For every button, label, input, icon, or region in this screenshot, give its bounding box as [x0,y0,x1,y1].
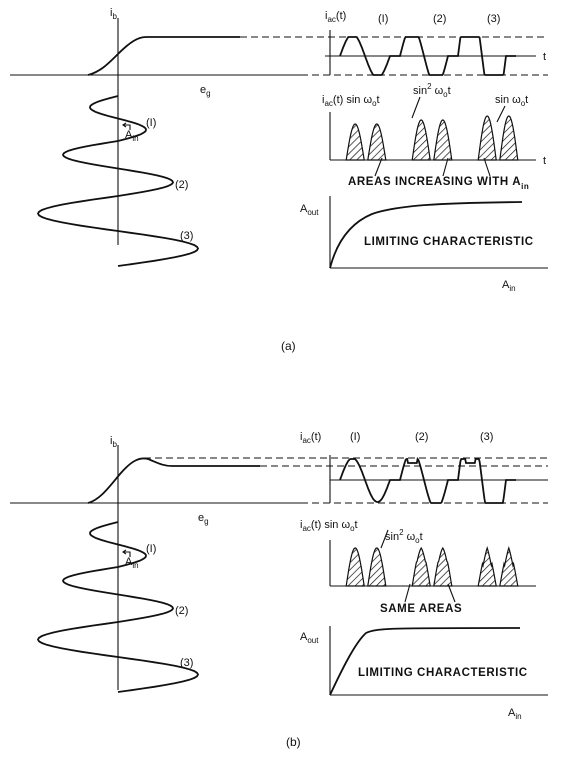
t-label: t [543,51,546,63]
label-1-output: (I) [350,431,360,443]
product-lobe [433,119,453,161]
ain-axis-label: Ain [508,707,522,721]
ib-label: ib [110,7,117,21]
product-lobe [345,547,365,587]
label-3-input: (3) [180,657,193,669]
product-lobe [499,546,519,587]
product-lobe [345,123,365,161]
transfer-curve-overshoot [87,457,260,504]
label-1-input: (I) [146,117,156,129]
product-lobe [411,546,431,587]
sin2-label: sin2 ωot [413,82,451,99]
limiting-text: LIMITING CHARACTERISTIC [358,667,528,679]
panel-a: ib eg (I) Ain (2) (3) iac(t) t (I) (2) (… [10,7,548,353]
label-2-output: (2) [415,431,428,443]
areas-leader-3 [483,157,491,177]
label-2-output: (2) [433,13,446,25]
product-lobe [477,115,497,161]
same-areas-leader-1 [404,583,411,603]
label-1-input: (I) [146,543,156,555]
ain-label: Ain [125,129,139,143]
limiting-curve [329,627,521,696]
limiting-text: LIMITING CHARACTERISTIC [364,236,534,248]
label-1-output: (I) [378,13,388,25]
product-waveform-b: iac(t) sin ωot sin2 ωot SAME AREAS [300,519,536,615]
t-label-2: t [543,155,546,167]
output-current-a: iac(t) t (I) (2) (3) [325,10,546,76]
limiting-curve [329,201,523,269]
product-lobe [411,119,431,161]
limiting-characteristic-b: Aout LIMITING CHARACTERISTIC Ain [300,626,548,721]
areas-leader-1 [374,157,383,177]
iac-label: iac(t) [300,431,321,445]
product-label: iac(t) sin ωot [300,519,358,533]
product-lobes [345,115,519,161]
caption-b: (b) [286,735,301,749]
product-lobes [345,546,519,587]
output-waveform [339,457,516,504]
ain-arrow [122,549,131,557]
iac-label: iac(t) [325,10,346,24]
transfer-characteristic-a: ib eg (I) Ain (2) (3) [10,7,548,267]
product-lobe [433,546,453,587]
label-2-input: (2) [175,605,188,617]
caption-a: (a) [281,339,296,353]
eg-label: eg [200,84,211,98]
product-lobe [477,546,497,587]
aout-label: Aout [300,203,319,217]
sin2-leader [411,96,421,119]
same-areas-leader-2 [447,583,456,603]
product-lobe [367,547,387,587]
product-waveform-a: iac(t) sin ωot sin2 ωot sin ωot t AREAS … [322,82,546,191]
output-current-b: iac(t) (I) (2) (3) [300,431,548,504]
transfer-characteristic-b: ib eg (I) Ain (2) (3) [10,435,548,693]
areas-leader-2 [442,157,449,177]
aout-label: Aout [300,631,319,645]
limiting-characteristic-a: Aout LIMITING CHARACTERISTIC Ain [300,196,548,293]
sinw-leader [496,105,506,123]
input-sinusoids [36,521,200,693]
label-2-input: (2) [175,179,188,191]
sin2-label: sin2 ωot [385,528,423,545]
product-lobe [367,123,387,161]
panel-b: ib eg (I) Ain (2) (3) iac(t) (I) (2) (3)… [10,431,548,749]
same-areas-text: SAME AREAS [380,603,462,615]
ain-axis-label: Ain [502,279,516,293]
label-3-output: (3) [480,431,493,443]
ib-label: ib [110,435,117,449]
sin2-leader [380,529,389,549]
input-sinusoids [36,95,200,267]
ain-label: Ain [125,556,139,570]
output-waveform [339,36,516,76]
ain-arrow [122,122,131,130]
transfer-curve [87,36,240,76]
product-lobe [499,115,519,161]
eg-label: eg [198,512,209,526]
areas-increasing-text: AREAS INCREASING WITH Ain [348,176,529,191]
label-3-input: (3) [180,230,193,242]
product-label: iac(t) sin ωot [322,94,380,108]
label-3-output: (3) [487,13,500,25]
sinw-label: sin ωot [495,94,528,108]
